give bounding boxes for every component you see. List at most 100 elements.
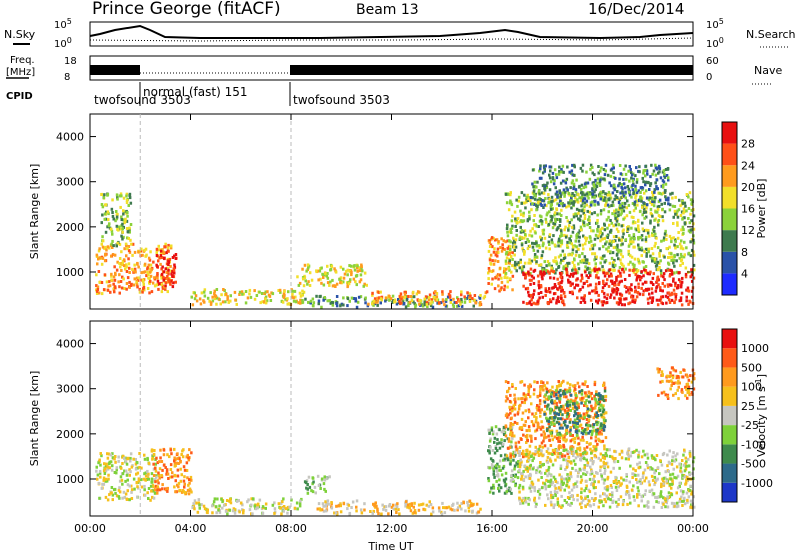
echo-cell [530,298,533,302]
echo-cell [663,201,666,205]
echo-cell [508,252,511,256]
echo-cell [509,433,512,437]
echo-cell [634,188,638,192]
echo-cell [658,251,661,255]
echo-cell [609,272,613,276]
echo-cell [544,246,548,250]
echo-cell [539,202,543,206]
echo-cell [634,193,638,197]
echo-cell [128,498,131,502]
echo-cell [593,237,597,241]
echo-cell [155,254,159,257]
echo-cell [342,502,346,506]
echo-cell [147,497,150,500]
echo-cell [554,492,557,495]
echo-cell [460,304,464,308]
echo-cell [348,512,351,516]
echo-cell [169,246,173,250]
echo-cell [152,462,155,466]
echo-cell [467,296,470,300]
echo-cell [643,479,646,483]
echo-cell [582,472,585,476]
echo-cell [559,219,562,223]
echo-cell [527,290,530,294]
echo-cell [563,423,567,427]
colorbar-swatch [722,143,737,166]
echo-cell [434,290,437,294]
echo-cell [549,180,553,184]
echo-cell [607,274,611,278]
echo-cell [299,499,302,503]
echo-cell [157,244,160,248]
echo-cell [413,501,416,505]
echo-cell [576,381,580,385]
echo-cell [556,195,559,199]
echo-cell [181,449,184,453]
echo-cell [649,254,652,258]
echo-cell [549,407,553,411]
echo-cell [140,478,143,482]
echo-cell [562,257,566,260]
echo-cell [270,291,273,295]
echo-region [487,236,515,293]
echo-cell [575,214,578,218]
echo-cell [128,250,132,254]
echo-cell [622,167,626,171]
echo-cell [549,276,552,280]
echo-cell [514,219,517,223]
echo-cell [634,285,637,289]
echo-cell [589,239,593,243]
echo-cell [583,447,586,451]
echo-cell [651,259,654,263]
echo-cell [237,499,240,502]
echo-cell [122,209,125,213]
echo-cell [607,245,610,249]
echo-cell [676,221,679,225]
echo-cell [533,180,537,184]
echo-cell [529,261,532,265]
echo-cell [598,182,602,186]
echo-cell [570,242,573,246]
echo-cell [158,460,161,464]
echo-cell [643,216,646,220]
echo-cell [346,297,350,301]
echo-cell [447,292,451,296]
echo-cell [585,445,589,449]
echo-cell [189,475,193,479]
echo-cell [590,433,594,436]
cpid-segment-2: normal (fast) 151 [143,85,247,99]
echo-cell [581,163,585,167]
echo-cell [655,236,658,240]
echo-cell [125,219,129,223]
echo-cell [559,275,562,279]
echo-cell [524,275,527,279]
echo-cell [642,293,645,297]
echo-cell [670,272,674,276]
echo-cell [101,213,104,217]
echo-cell [559,181,563,185]
echo-cell [537,244,541,248]
echo-cell [532,248,536,252]
echo-cell [597,398,601,402]
echo-cell [141,290,144,294]
echo-cell [538,246,541,249]
echo-cell [576,198,579,202]
echo-cell [646,231,650,235]
echo-cell [513,263,517,267]
echo-cell [406,505,409,509]
echo-cell [632,177,635,181]
echo-cell [211,295,214,299]
echo-cell [525,452,528,456]
echo-cell [498,428,501,432]
echo-cell [540,222,544,226]
echo-cell [614,450,618,454]
echo-cell [125,192,129,196]
echo-cell [599,235,603,239]
echo-cell [329,280,332,284]
echo-cell [171,475,174,479]
echo-cell [685,295,688,299]
echo-cell [350,273,353,277]
echo-cell [251,512,254,516]
echo-cell [583,281,586,285]
echo-cell [218,510,222,514]
